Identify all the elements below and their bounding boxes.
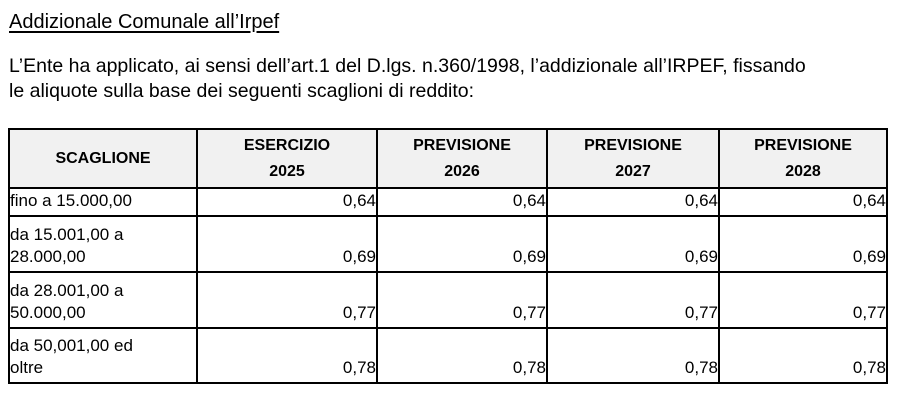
page-title: Addizionale Comunale all’Irpef [9, 11, 280, 33]
rate-cell-2026: 0,77 [376, 271, 548, 329]
scaglione-cell: da 50,001,00 ed oltre [8, 327, 198, 384]
table-row: da 50,001,00 ed oltre 0,78 0,78 0,78 0,7… [8, 327, 888, 384]
rate-cell-2028: 0,78 [718, 327, 888, 384]
rate-cell-2025: 0,77 [196, 271, 378, 329]
rate-cell-2027: 0,64 [546, 187, 720, 217]
rate-cell-2027: 0,78 [546, 327, 720, 384]
column-header-previsione-2026: PREVISIONE 2026 [376, 128, 548, 189]
rate-cell-2025: 0,64 [196, 187, 378, 217]
table-row: fino a 15.000,00 0,64 0,64 0,64 0,64 [8, 187, 888, 217]
table-header-row: SCAGLIONE ESERCIZIO 2025 PREVISIONE 2026… [8, 128, 888, 189]
document-page: Addizionale Comunale all’Irpef L’Ente ha… [8, 11, 904, 384]
table-row: da 15.001,00 a 28.000,00 0,69 0,69 0,69 … [8, 215, 888, 273]
rate-cell-2025: 0,78 [196, 327, 378, 384]
rates-table: SCAGLIONE ESERCIZIO 2025 PREVISIONE 2026… [8, 128, 888, 384]
rate-cell-2028: 0,77 [718, 271, 888, 329]
intro-paragraph: L’Ente ha applicato, ai sensi dell’art.1… [9, 54, 904, 104]
scaglione-cell: fino a 15.000,00 [8, 187, 198, 217]
rate-cell-2027: 0,69 [546, 215, 720, 273]
column-header-esercizio-2025: ESERCIZIO 2025 [196, 128, 378, 189]
rate-cell-2026: 0,78 [376, 327, 548, 384]
rate-cell-2025: 0,69 [196, 215, 378, 273]
rate-cell-2026: 0,69 [376, 215, 548, 273]
rate-cell-2028: 0,69 [718, 215, 888, 273]
rate-cell-2028: 0,64 [718, 187, 888, 217]
column-header-previsione-2027: PREVISIONE 2027 [546, 128, 720, 189]
intro-line-1: L’Ente ha applicato, ai sensi dell’art.1… [9, 55, 806, 77]
rate-cell-2027: 0,77 [546, 271, 720, 329]
scaglione-cell: da 28.001,00 a 50.000,00 [8, 271, 198, 329]
intro-line-2: le aliquote sulla base dei seguenti scag… [9, 80, 475, 102]
column-header-previsione-2028: PREVISIONE 2028 [718, 128, 888, 189]
rate-cell-2026: 0,64 [376, 187, 548, 217]
table-row: da 28.001,00 a 50.000,00 0,77 0,77 0,77 … [8, 271, 888, 329]
column-header-scaglione: SCAGLIONE [8, 128, 198, 189]
scaglione-cell: da 15.001,00 a 28.000,00 [8, 215, 198, 273]
